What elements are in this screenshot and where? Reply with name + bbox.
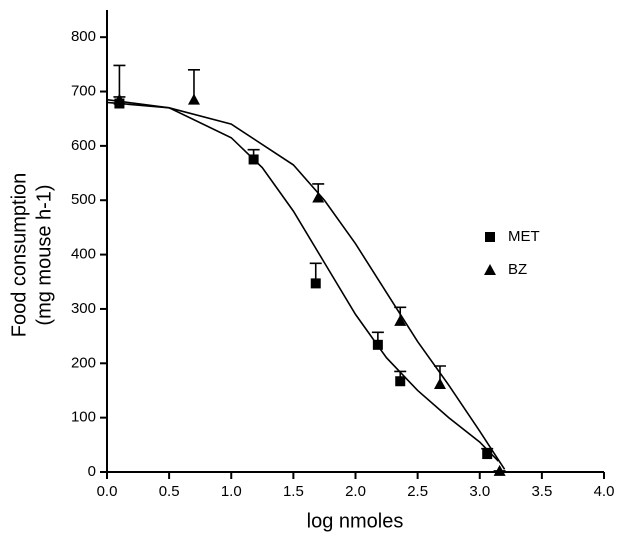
- data-point: [187, 93, 200, 105]
- x-tick-label: 1.5: [283, 483, 304, 500]
- legend-marker: [485, 232, 495, 242]
- fit-curve: [106, 101, 506, 470]
- legend-label: MET: [508, 228, 540, 245]
- x-axis-label: log nmoles: [307, 510, 404, 532]
- data-point: [372, 339, 383, 350]
- y-tick-label: 500: [71, 191, 96, 208]
- x-tick-label: 3.5: [531, 483, 552, 500]
- data-point: [248, 154, 259, 165]
- x-tick-label: 2.5: [407, 483, 428, 500]
- x-tick-label: 4.0: [594, 483, 615, 500]
- y-tick-label: 100: [71, 409, 96, 426]
- x-tick-label: 0.0: [97, 483, 118, 500]
- data-point: [394, 314, 407, 326]
- y-tick-label: 800: [71, 28, 96, 45]
- legend-label: BZ: [508, 261, 527, 278]
- x-tick-label: 3.0: [469, 483, 490, 500]
- data-point: [395, 376, 406, 387]
- data-point: [433, 377, 446, 389]
- y-tick-label: 700: [71, 82, 96, 99]
- y-tick-label: 400: [71, 246, 96, 263]
- y-tick-label: 600: [71, 137, 96, 154]
- y-tick-label: 300: [71, 300, 96, 317]
- x-tick-label: 1.0: [221, 483, 242, 500]
- y-tick-label: 200: [71, 354, 96, 371]
- x-tick-label: 0.5: [159, 483, 180, 500]
- data-point: [312, 191, 325, 203]
- y-tick-label: 0: [88, 463, 96, 480]
- legend-marker: [484, 264, 496, 275]
- fit-curve: [106, 98, 499, 462]
- y-axis-label: (mg mouse h-1): [33, 184, 55, 325]
- x-tick-label: 2.0: [345, 483, 366, 500]
- data-point: [482, 449, 493, 460]
- y-axis-label: Food consumption: [8, 173, 30, 338]
- data-point: [310, 278, 321, 289]
- data-point: [113, 93, 126, 105]
- data-point: [493, 464, 506, 476]
